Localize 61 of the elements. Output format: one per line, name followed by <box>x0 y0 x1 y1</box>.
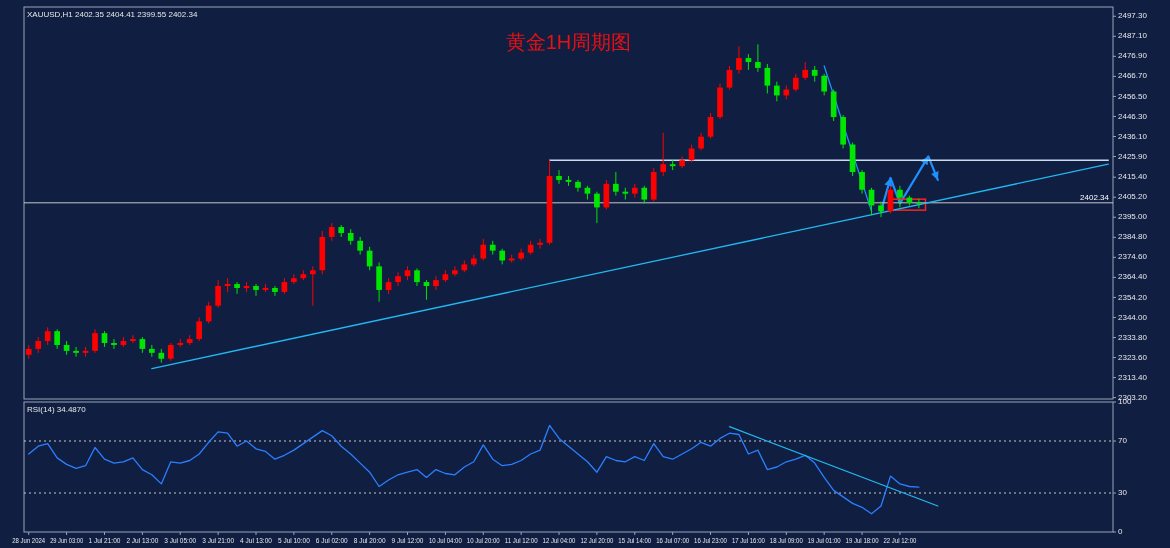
candlestick <box>556 169 562 185</box>
y-tick-label: 2354.20 <box>1118 292 1148 302</box>
candlestick <box>395 271 401 287</box>
candlestick <box>309 265 316 307</box>
annotation: RSI(14) 34.4870 <box>27 405 87 414</box>
candlestick <box>54 328 60 350</box>
candlestick <box>594 191 600 224</box>
y-tick-label: 30 <box>1118 488 1128 498</box>
candlestick <box>376 261 382 303</box>
candlestick <box>613 171 619 197</box>
y-tick-label: 2405.20 <box>1118 192 1148 202</box>
y-tick-label: 2487.10 <box>1118 31 1148 41</box>
candlestick <box>130 334 136 344</box>
candlestick <box>196 316 203 342</box>
candlestick <box>433 275 439 291</box>
ref-line-label: 2402.34 <box>1080 192 1110 202</box>
y-tick-label: 2364.40 <box>1118 272 1148 282</box>
candlestick <box>726 65 733 91</box>
candlestick <box>272 285 278 297</box>
y-tick-label: 2476.90 <box>1118 51 1148 61</box>
candlestick <box>215 279 221 309</box>
candlestick <box>73 346 79 358</box>
y-tick-label: 2456.50 <box>1118 91 1148 101</box>
y-tick-label: 2466.70 <box>1118 71 1148 81</box>
text: 黄金1H周期图 <box>505 31 632 53</box>
candlestick <box>234 281 240 295</box>
y-tick-label: 2415.40 <box>1118 172 1148 182</box>
candlestick <box>755 43 761 73</box>
y-tick-label: 2374.60 <box>1118 252 1148 262</box>
y-tick-label: 2323.60 <box>1118 352 1148 362</box>
annotation: XAUUSD,H1 2402.35 2404.41 2399.55 2402.34 <box>27 10 198 19</box>
candlestick <box>679 155 685 169</box>
candlestick <box>736 45 742 75</box>
y-tick-label: 2425.90 <box>1118 151 1148 161</box>
y-tick-label: 2313.40 <box>1118 372 1148 382</box>
y-tick-label: 2384.80 <box>1118 232 1148 242</box>
y-tick-label: 2333.80 <box>1118 332 1148 342</box>
y-tick-label: 2436.10 <box>1118 131 1148 141</box>
candlestick <box>859 169 865 195</box>
candlestick <box>764 63 771 94</box>
candlestick <box>878 201 884 218</box>
candlestick <box>897 185 903 208</box>
candlestick <box>821 73 828 96</box>
candlestick <box>423 279 430 301</box>
candlestick <box>253 283 259 297</box>
candlestick <box>452 265 458 277</box>
candlestick <box>916 198 922 209</box>
candlestick <box>575 179 581 193</box>
y-tick-label: 2395.00 <box>1118 212 1148 222</box>
candlestick <box>111 338 117 350</box>
y-tick-label: 2446.30 <box>1118 111 1148 121</box>
candlestick <box>537 238 543 250</box>
candlestick <box>660 132 667 177</box>
y-tick-label: 0 <box>1118 527 1123 537</box>
candlestick <box>480 238 487 261</box>
y-tick-label: 70 <box>1118 436 1128 446</box>
candlestick <box>291 273 297 285</box>
y-tick-label: 2344.00 <box>1118 312 1148 322</box>
candlestick <box>92 328 98 354</box>
candlestick <box>773 81 780 102</box>
y-tick-label: 2497.30 <box>1118 11 1148 21</box>
